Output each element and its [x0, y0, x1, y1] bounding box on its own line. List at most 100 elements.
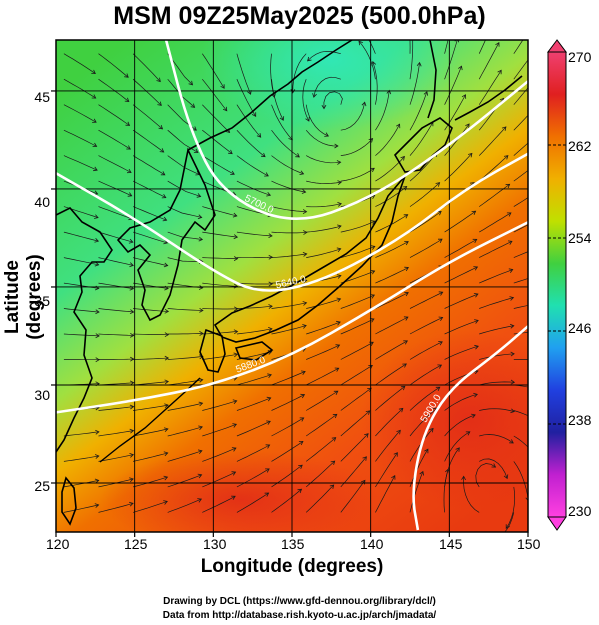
streamline-arrow — [299, 170, 305, 175]
streamline — [98, 104, 130, 126]
streamline — [167, 308, 203, 311]
streamline-arrow — [505, 183, 511, 189]
x-tick-label: 130 — [203, 536, 227, 552]
streamline-arrow — [402, 363, 407, 368]
streamline-arrow — [435, 182, 441, 187]
streamline — [98, 257, 134, 266]
streamline — [167, 333, 203, 335]
streamline — [479, 269, 513, 284]
streamline-arrow — [503, 155, 509, 160]
credit-data: Data from http://database.rish.kyoto-u.a… — [162, 610, 437, 621]
streamline — [444, 293, 479, 309]
coastline-russia — [187, 40, 353, 151]
streamline — [513, 461, 528, 501]
streamline-arrow — [336, 320, 341, 326]
streamline — [236, 104, 261, 138]
streamline-arrow — [197, 449, 203, 455]
streamline — [271, 231, 307, 234]
streamline-arrow — [473, 266, 479, 271]
streamline — [133, 404, 169, 411]
streamline — [63, 129, 97, 147]
streamline-arrow — [231, 447, 237, 452]
streamline — [271, 104, 293, 140]
streamline — [444, 345, 479, 360]
streamline-arrow — [161, 193, 167, 199]
colorbar-bar — [547, 51, 567, 518]
streamline-arrow — [302, 252, 308, 257]
axis-ticks — [51, 90, 529, 537]
streamline — [478, 70, 502, 105]
streamline — [444, 431, 470, 462]
warm-core — [360, 330, 528, 510]
streamline — [236, 444, 270, 462]
streamline-arrow — [92, 118, 97, 123]
colorbar — [547, 39, 567, 531]
streamline-arrow — [337, 202, 342, 207]
streamline-arrow — [471, 210, 477, 216]
streamline — [306, 248, 341, 258]
streamline-arrow — [542, 215, 546, 219]
streamline-arrow — [301, 189, 307, 194]
streamline-arrow — [534, 47, 538, 51]
streamline — [513, 170, 528, 182]
streamline-arrow — [198, 377, 204, 383]
streamline-arrow — [300, 393, 306, 399]
streamline — [98, 406, 134, 411]
streamline-arrow — [400, 155, 405, 161]
coastline-china — [56, 207, 113, 453]
streamline — [63, 257, 99, 266]
streamline-arrow — [509, 296, 515, 301]
streamline — [202, 308, 238, 310]
colorbar-bottom-arrow — [547, 516, 567, 531]
streamline — [167, 426, 203, 437]
streamline — [98, 78, 130, 102]
streamline — [271, 488, 302, 513]
streamline-arrow — [362, 456, 367, 461]
streamline-arrow — [302, 209, 308, 214]
streamline-arrow — [266, 191, 272, 197]
streamline-arrow — [95, 333, 100, 339]
streamline — [167, 129, 199, 153]
streamline — [306, 367, 339, 386]
streamline — [133, 282, 169, 289]
streamline-arrow — [330, 460, 336, 466]
streamline — [409, 91, 428, 131]
streamline — [409, 407, 438, 437]
streamline — [479, 381, 515, 386]
contour-line — [164, 40, 528, 220]
streamline — [202, 155, 235, 175]
streamline — [375, 386, 406, 411]
streamline-arrow — [233, 283, 239, 289]
streamline — [305, 414, 338, 437]
streamline — [236, 53, 251, 95]
streamline — [375, 430, 401, 462]
streamline-arrow — [128, 238, 134, 244]
streamline-arrow — [130, 332, 135, 338]
streamline-arrow — [329, 484, 335, 489]
streamline — [479, 325, 514, 335]
streamline-arrow — [510, 351, 515, 357]
x-tick-label: 120 — [46, 536, 70, 552]
streamline — [513, 278, 528, 284]
streamline — [236, 79, 257, 117]
warm-core-south — [100, 450, 380, 532]
streamline-arrow — [156, 77, 161, 83]
streamline — [271, 79, 284, 121]
streamline-arrow — [130, 356, 135, 362]
streamline-arrow — [324, 132, 329, 137]
streamline-arrow — [437, 364, 443, 369]
streamline — [63, 53, 96, 74]
streamline — [271, 155, 304, 175]
colorbar-tick-label: 230 — [568, 503, 592, 519]
streamline-arrow — [438, 341, 443, 346]
streamline — [479, 408, 515, 412]
streamline-arrow — [429, 427, 434, 433]
streamline — [167, 450, 203, 462]
streamline-arrow — [298, 464, 303, 470]
streamline — [98, 502, 134, 513]
streamline — [409, 471, 424, 513]
streamline-arrow — [94, 503, 100, 508]
streamline — [98, 231, 133, 243]
streamline-arrow — [370, 294, 376, 299]
streamline-arrow — [197, 473, 203, 479]
